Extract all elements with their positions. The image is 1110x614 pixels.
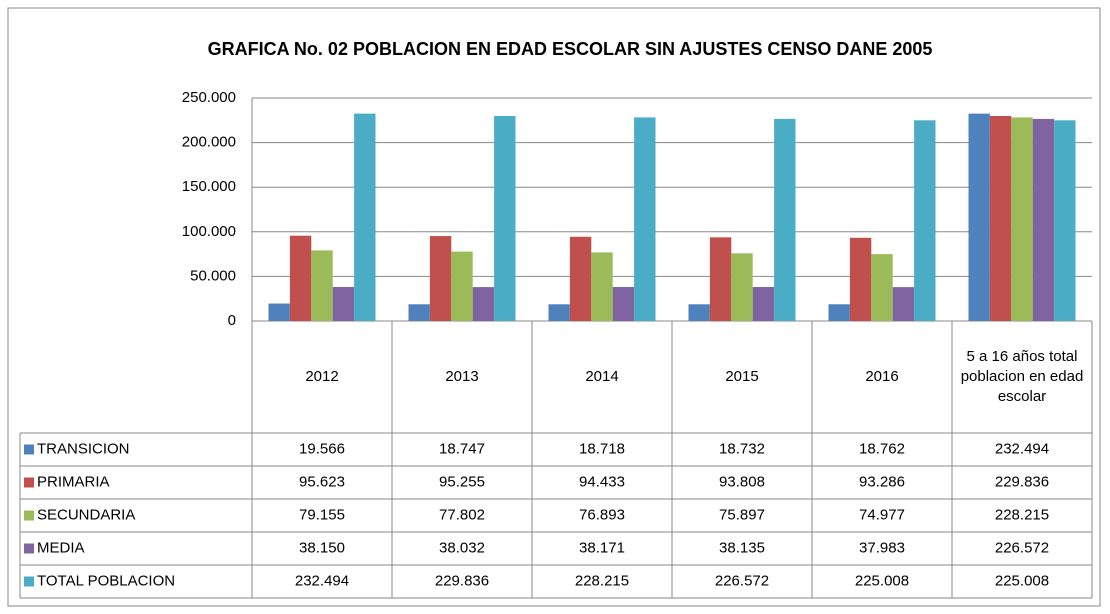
table-value: 38.171 <box>579 539 625 556</box>
bar <box>1011 117 1033 321</box>
table-value: 93.286 <box>859 473 905 490</box>
bar <box>268 303 290 321</box>
table-value: 76.893 <box>579 506 625 523</box>
legend-label: PRIMARIA <box>37 473 110 490</box>
bar <box>688 304 710 321</box>
table-value: 93.808 <box>719 473 765 490</box>
bar <box>752 286 775 321</box>
x-tick-label: 2015 <box>725 368 759 385</box>
x-tick-label: 2012 <box>305 368 339 385</box>
legend-swatch <box>24 510 34 521</box>
y-tick-label: 50.000 <box>190 267 236 284</box>
bar <box>871 254 893 321</box>
category-cell: 2015 <box>725 368 759 385</box>
legend-swatch <box>24 444 34 455</box>
category-cell: 5 a 16 años total poblacion en edad esco… <box>960 348 1084 405</box>
bar <box>989 115 1012 321</box>
legend-label: MEDIA <box>37 539 85 556</box>
bar <box>591 252 613 321</box>
legend-swatch <box>24 576 34 587</box>
chart-title: GRAFICA No. 02 POBLACION EN EDAD ESCOLAR… <box>208 39 933 59</box>
bar <box>634 117 656 321</box>
bar <box>612 286 635 321</box>
bar <box>548 304 570 321</box>
bar <box>1054 120 1076 321</box>
table-value: 95.255 <box>439 473 485 490</box>
table-value: 75.897 <box>719 506 765 523</box>
table-value: 225.008 <box>855 572 909 589</box>
table-value: 38.135 <box>719 539 765 556</box>
legend-swatch <box>24 543 34 554</box>
table-value: 19.566 <box>299 440 345 457</box>
table-value: 228.215 <box>575 572 629 589</box>
table-value: 18.762 <box>859 440 905 457</box>
bar <box>429 236 452 321</box>
legend-label: TOTAL POBLACION <box>37 572 175 589</box>
y-tick-label: 0 <box>228 312 236 329</box>
table-value: 229.836 <box>435 572 489 589</box>
bar <box>311 250 333 321</box>
table-value: 229.836 <box>995 473 1049 490</box>
x-tick-label: 2014 <box>585 368 619 385</box>
table-value: 18.732 <box>719 440 765 457</box>
bar <box>849 237 872 321</box>
table-value: 225.008 <box>995 572 1049 589</box>
bar <box>828 304 850 321</box>
bar <box>731 253 753 321</box>
table-value: 77.802 <box>439 506 485 523</box>
table-value: 18.718 <box>579 440 625 457</box>
y-tick-label: 200.000 <box>182 134 236 151</box>
bar <box>451 251 473 321</box>
category-cell: 2016 <box>865 368 899 385</box>
bar <box>914 120 936 321</box>
bar <box>494 115 516 321</box>
table-value: 18.747 <box>439 440 485 457</box>
table-value: 94.433 <box>579 473 625 490</box>
table-value: 232.494 <box>295 572 349 589</box>
legend-swatch <box>24 477 34 488</box>
table-value: 38.032 <box>439 539 485 556</box>
bar <box>968 113 990 321</box>
table-value: 228.215 <box>995 506 1049 523</box>
bar <box>332 286 355 321</box>
bar <box>892 287 915 321</box>
y-tick-label: 100.000 <box>182 223 236 240</box>
bar <box>289 235 312 321</box>
y-tick-label: 150.000 <box>182 178 236 195</box>
category-cell: 2012 <box>305 368 339 385</box>
bar <box>408 304 430 321</box>
table-value: 226.572 <box>995 539 1049 556</box>
table-value: 226.572 <box>715 572 769 589</box>
bar <box>354 113 376 321</box>
bar <box>472 287 495 321</box>
bar <box>569 236 592 321</box>
table-value: 232.494 <box>995 440 1049 457</box>
category-cell: 2013 <box>445 368 479 385</box>
bar <box>709 237 732 321</box>
table-value: 79.155 <box>299 506 345 523</box>
category-cell: 2014 <box>585 368 619 385</box>
table-value: 38.150 <box>299 539 345 556</box>
x-tick-label: 5 a 16 años total poblacion en edad esco… <box>960 348 1084 405</box>
table-value: 95.623 <box>299 473 345 490</box>
table-value: 74.977 <box>859 506 905 523</box>
legend-label: TRANSICION <box>37 440 130 457</box>
legend-label: SECUNDARIA <box>37 506 135 523</box>
table-value: 37.983 <box>859 539 905 556</box>
x-tick-label: 2016 <box>865 368 899 385</box>
bar <box>1032 118 1055 322</box>
bar <box>774 118 796 322</box>
x-tick-label: 2013 <box>445 368 479 385</box>
y-tick-label: 250.000 <box>182 89 236 106</box>
